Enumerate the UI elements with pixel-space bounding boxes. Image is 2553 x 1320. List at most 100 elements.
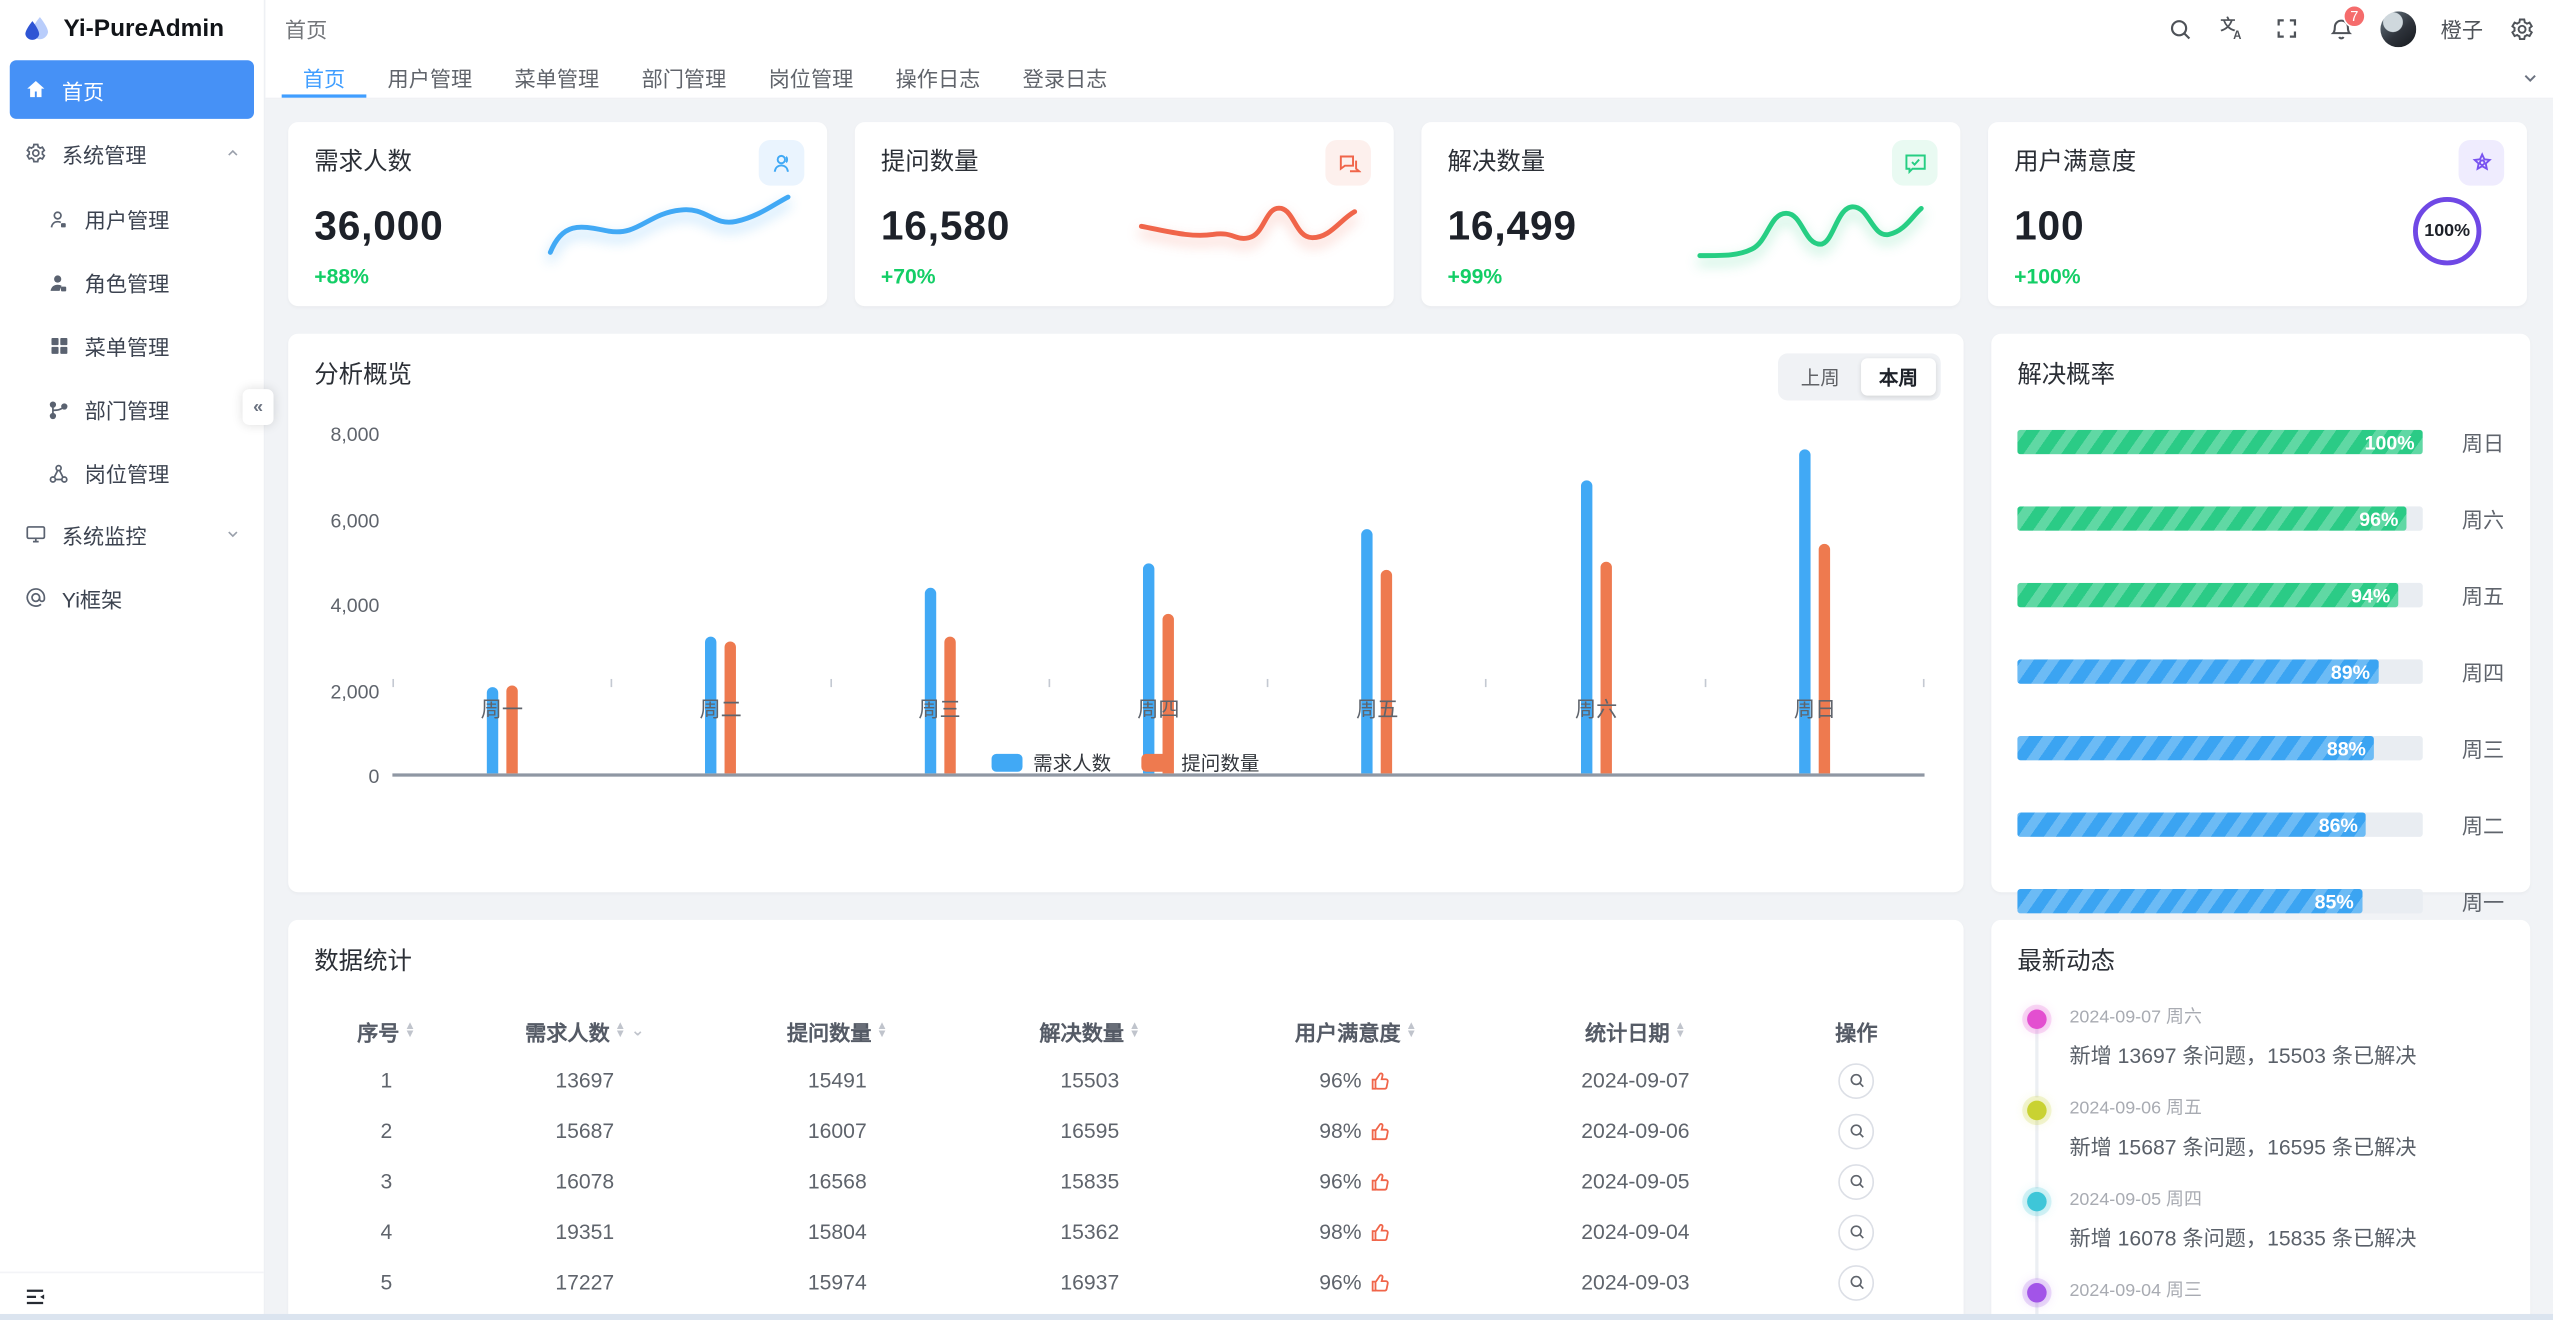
bar-需求人数-周一[interactable] bbox=[486, 687, 498, 774]
column-header-需求人数[interactable]: 需求人数 ▲ ▼ ⌄ bbox=[525, 1020, 645, 1045]
fullscreen-icon[interactable] bbox=[2273, 14, 2302, 43]
bar-提问数量-周六[interactable] bbox=[1600, 561, 1612, 774]
bar-group-周六 bbox=[1487, 435, 1706, 774]
progress-day-label: 周五 bbox=[2461, 584, 2505, 609]
bar-提问数量-周五[interactable] bbox=[1381, 569, 1393, 774]
x-axis-label: 周四 bbox=[1137, 696, 1180, 722]
table-row: 5 17227 15974 16937 96% 2024-09-03 bbox=[314, 1257, 1937, 1307]
legend-item-提问数量[interactable]: 提问数量 bbox=[1140, 749, 1259, 777]
menu-fold-icon[interactable] bbox=[23, 1285, 47, 1309]
table-cell: 17227 bbox=[555, 1269, 615, 1295]
bar-提问数量-周四[interactable] bbox=[1162, 613, 1174, 774]
sparkline-demand bbox=[547, 194, 791, 262]
user-icon bbox=[46, 206, 72, 232]
x-axis-label: 周三 bbox=[918, 696, 961, 722]
column-header-用户满意度[interactable]: 用户满意度 ▲ ▼ bbox=[1294, 1020, 1417, 1045]
this-week-button[interactable]: 本周 bbox=[1861, 358, 1936, 396]
bell-icon[interactable]: 7 bbox=[2327, 4, 2366, 43]
latest-news-card: 最新动态 2024-09-07 周六 新增 13697 条问题，15503 条已解… bbox=[1991, 919, 2531, 1320]
stat-card-value: 36,000 bbox=[314, 203, 444, 250]
bar-需求人数-周日[interactable] bbox=[1799, 449, 1811, 774]
tabs-chevron-down-icon[interactable] bbox=[2520, 57, 2540, 98]
bar-需求人数-周四[interactable] bbox=[1142, 563, 1155, 774]
bar-需求人数-周三[interactable] bbox=[924, 587, 936, 774]
sidebar-item-framework[interactable]: Yi框架 bbox=[10, 568, 254, 627]
row-view-button[interactable] bbox=[1838, 1163, 1875, 1200]
tab-4[interactable]: 岗位管理 bbox=[768, 66, 854, 92]
sort-carets-icon[interactable]: ▲ ▼ bbox=[404, 1020, 416, 1041]
filter-chevron-icon[interactable]: ⌄ bbox=[630, 1021, 645, 1040]
solve-rate-row-周五: 94% 周五 bbox=[2017, 580, 2504, 611]
tab-2[interactable]: 菜单管理 bbox=[514, 66, 600, 92]
sidebar-item-label: 菜单管理 bbox=[84, 335, 170, 360]
row-view-button[interactable] bbox=[1838, 1213, 1875, 1250]
bar-提问数量-周一[interactable] bbox=[505, 685, 518, 774]
post-icon bbox=[46, 460, 72, 486]
sidebar-item-system[interactable]: 系统管理 bbox=[10, 124, 254, 183]
tab-5[interactable]: 操作日志 bbox=[895, 66, 981, 92]
table-cell: 16007 bbox=[807, 1118, 867, 1143]
svg-text:文: 文 bbox=[2221, 16, 2237, 34]
sort-carets-icon[interactable]: ▲ ▼ bbox=[614, 1020, 626, 1041]
avatar[interactable] bbox=[2380, 10, 2417, 47]
sort-carets-icon[interactable]: ▲ ▼ bbox=[1674, 1020, 1686, 1041]
legend-item-需求人数[interactable]: 需求人数 bbox=[992, 749, 1111, 777]
sidebar-item-users[interactable]: 用户管理 bbox=[10, 187, 254, 250]
bar-group-周二 bbox=[611, 435, 830, 774]
column-header-序号[interactable]: 序号 ▲ ▼ bbox=[357, 1020, 416, 1045]
bar-提问数量-周日[interactable] bbox=[1819, 543, 1831, 774]
bar-需求人数-周六[interactable] bbox=[1580, 480, 1593, 774]
table-cell: 15491 bbox=[807, 1068, 867, 1093]
tab-3[interactable]: 部门管理 bbox=[641, 66, 727, 92]
sidebar-item-departments[interactable]: 部门管理 bbox=[10, 378, 254, 441]
row-view-button[interactable] bbox=[1838, 1112, 1875, 1149]
thumb-up-icon bbox=[1370, 1220, 1393, 1243]
tab-0[interactable]: 首页 bbox=[281, 57, 367, 98]
sort-carets-icon[interactable]: ▲ ▼ bbox=[1405, 1020, 1417, 1041]
bar-提问数量-周二[interactable] bbox=[724, 641, 737, 774]
bar-需求人数-周二[interactable] bbox=[705, 636, 717, 774]
column-header-解决数量[interactable]: 解决数量 ▲ ▼ bbox=[1039, 1020, 1141, 1045]
logo[interactable]: Yi-PureAdmin bbox=[0, 0, 264, 57]
sort-carets-icon[interactable]: ▲ ▼ bbox=[876, 1020, 888, 1041]
column-header-统计日期[interactable]: 统计日期 ▲ ▼ bbox=[1585, 1020, 1686, 1045]
tab-1[interactable]: 用户管理 bbox=[387, 66, 473, 92]
bar-提问数量-周三[interactable] bbox=[943, 636, 956, 774]
last-week-button[interactable]: 上周 bbox=[1800, 366, 1840, 390]
solve-rate-title: 解决概率 bbox=[2017, 361, 2116, 390]
chart-legend: 需求人数 提问数量 bbox=[288, 749, 1963, 777]
row-view-button[interactable] bbox=[1838, 1264, 1875, 1301]
row-view-button[interactable] bbox=[1838, 1062, 1875, 1099]
bar-需求人数-周五[interactable] bbox=[1361, 529, 1374, 774]
gear-icon[interactable] bbox=[2507, 14, 2536, 43]
sort-carets-icon[interactable]: ▲ ▼ bbox=[1128, 1020, 1141, 1041]
table-cell: 4 bbox=[380, 1219, 393, 1244]
sidebar-item-label: 部门管理 bbox=[84, 398, 170, 424]
date-cell: 2024-09-04 bbox=[1581, 1219, 1690, 1244]
sidebar-item-home[interactable]: 首页 bbox=[9, 60, 254, 119]
table-cell: 15835 bbox=[1060, 1169, 1120, 1194]
stat-cards-row: 需求人数 36,000 +88% 提问数量 16,580 bbox=[288, 122, 2530, 307]
sidebar-item-roles[interactable]: 角色管理 bbox=[10, 251, 254, 314]
sidebar-item-posts[interactable]: 岗位管理 bbox=[10, 441, 254, 504]
sidebar-item-monitor[interactable]: 系统监控 bbox=[10, 505, 254, 564]
sidebar-item-menus[interactable]: 菜单管理 bbox=[10, 314, 254, 377]
chat-bubbles-icon bbox=[1325, 140, 1371, 186]
x-axis-label: 周一 bbox=[480, 696, 524, 722]
horizontal-scrollbar[interactable] bbox=[0, 1313, 2553, 1320]
sidebar-collapse-button[interactable]: « bbox=[242, 389, 274, 425]
table-row: 4 19351 15804 15362 98% 2024-09-04 bbox=[314, 1206, 1937, 1256]
search-icon[interactable] bbox=[2165, 14, 2194, 43]
table-cell: 1 bbox=[380, 1068, 393, 1093]
progress-fill: 88% bbox=[2017, 735, 2375, 761]
chart-title: 分析概览 bbox=[314, 361, 412, 390]
tab-6[interactable]: 登录日志 bbox=[1022, 66, 1108, 92]
message-check-icon bbox=[1891, 140, 1938, 186]
username[interactable]: 橙子 bbox=[2440, 17, 2484, 43]
progress-day-label: 周六 bbox=[2461, 507, 2505, 533]
column-header-提问数量[interactable]: 提问数量 ▲ ▼ bbox=[786, 1020, 888, 1045]
table-cell: 16568 bbox=[807, 1169, 867, 1194]
y-tick-label: 6,000 bbox=[330, 508, 380, 532]
table-cell: 15503 bbox=[1060, 1068, 1120, 1093]
